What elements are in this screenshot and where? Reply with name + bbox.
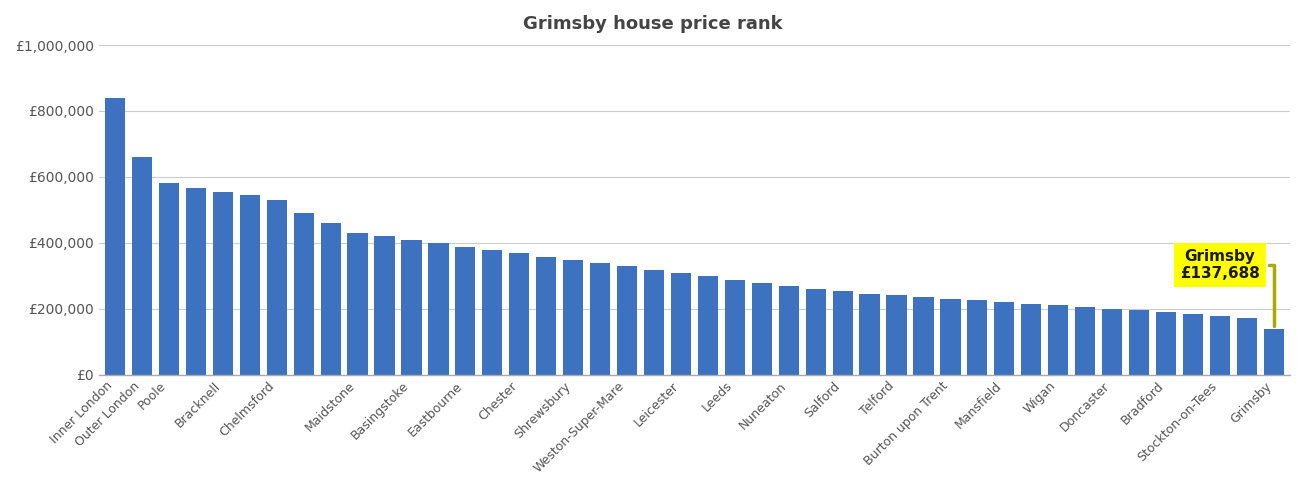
Bar [1182,314,1203,374]
Bar [671,273,692,374]
Bar [428,244,449,374]
Bar [375,236,394,374]
Bar [1022,304,1041,374]
Bar [159,183,179,374]
Bar [536,257,556,374]
Bar [455,246,475,374]
Bar [1075,307,1095,374]
Bar [1048,305,1069,374]
Bar [752,283,773,374]
Bar [483,250,502,374]
Bar [509,253,530,374]
Bar [402,240,422,374]
Bar [240,195,260,374]
Bar [562,260,583,374]
Bar [724,280,745,374]
Bar [941,299,960,374]
Bar [590,263,611,374]
Bar [1101,309,1122,374]
Bar [347,233,368,374]
Bar [294,213,313,374]
Text: Grimsby house price rank: Grimsby house price rank [523,15,782,33]
Bar [643,270,664,374]
Bar [1210,316,1231,374]
Bar [185,188,206,374]
Bar [886,295,907,374]
Bar [1237,318,1257,374]
Bar [132,157,153,374]
Bar [266,200,287,374]
Bar [779,286,799,374]
Bar [321,223,341,374]
Bar [913,297,933,374]
Bar [994,302,1014,374]
Text: Grimsby
£137,688: Grimsby £137,688 [1180,249,1274,326]
Bar [617,267,637,374]
Bar [860,294,880,374]
Bar [213,192,232,374]
Bar [1129,310,1150,374]
Bar [967,300,988,374]
Bar [805,289,826,374]
Bar [104,98,125,374]
Bar [833,292,852,374]
Bar [1263,329,1284,374]
Bar [698,276,718,374]
Bar [1156,312,1176,374]
